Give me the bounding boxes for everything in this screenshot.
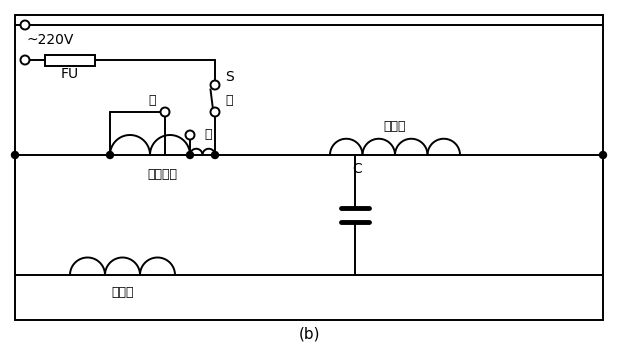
Text: FU: FU <box>61 67 79 81</box>
Circle shape <box>20 56 30 64</box>
Bar <box>45 55 95 65</box>
Bar <box>15 15 603 320</box>
Text: 高: 高 <box>225 93 233 106</box>
Text: 主绕组: 主绕组 <box>384 120 406 133</box>
Text: C: C <box>352 162 362 176</box>
Circle shape <box>599 152 606 159</box>
Circle shape <box>185 131 195 140</box>
Circle shape <box>12 152 19 159</box>
Circle shape <box>161 107 169 117</box>
Circle shape <box>211 152 219 159</box>
Circle shape <box>211 107 219 117</box>
Circle shape <box>20 21 30 29</box>
Text: ~220V: ~220V <box>27 33 74 47</box>
Text: 辅助绕组: 辅助绕组 <box>148 168 177 182</box>
Text: (b): (b) <box>298 327 320 342</box>
Text: 低: 低 <box>148 93 156 106</box>
Text: 中: 中 <box>204 128 211 141</box>
Circle shape <box>106 152 114 159</box>
Circle shape <box>211 80 219 90</box>
Text: S: S <box>225 70 234 84</box>
Circle shape <box>187 152 193 159</box>
Text: 副绕组: 副绕组 <box>111 287 133 300</box>
